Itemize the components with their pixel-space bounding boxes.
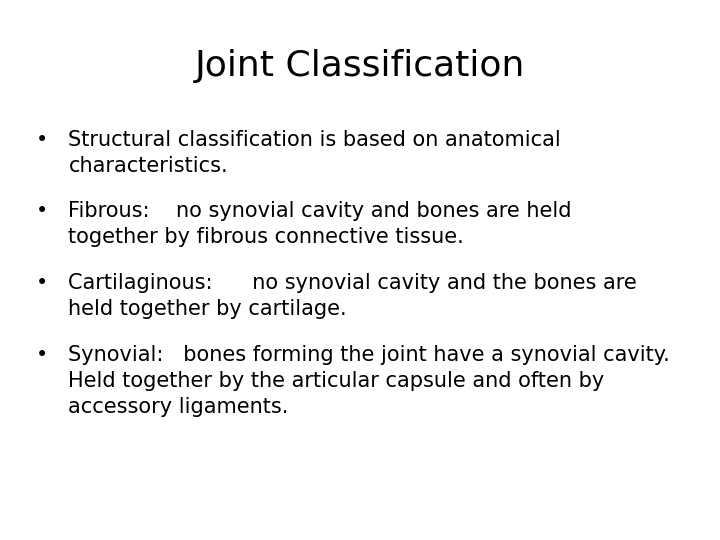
Text: Synovial:   bones forming the joint have a synovial cavity.: Synovial: bones forming the joint have a… bbox=[68, 345, 670, 365]
Text: Joint Classification: Joint Classification bbox=[195, 49, 525, 83]
Text: accessory ligaments.: accessory ligaments. bbox=[68, 397, 289, 417]
Text: held together by cartilage.: held together by cartilage. bbox=[68, 299, 347, 319]
Text: together by fibrous connective tissue.: together by fibrous connective tissue. bbox=[68, 227, 464, 247]
Text: Structural classification is based on anatomical: Structural classification is based on an… bbox=[68, 130, 561, 150]
Text: •: • bbox=[36, 345, 48, 365]
Text: Fibrous:    no synovial cavity and bones are held: Fibrous: no synovial cavity and bones ar… bbox=[68, 201, 572, 221]
Text: •: • bbox=[36, 130, 48, 150]
Text: characteristics.: characteristics. bbox=[68, 156, 228, 176]
Text: Cartilaginous:      no synovial cavity and the bones are: Cartilaginous: no synovial cavity and th… bbox=[68, 273, 637, 293]
Text: •: • bbox=[36, 273, 48, 293]
Text: Held together by the articular capsule and often by: Held together by the articular capsule a… bbox=[68, 371, 605, 391]
Text: •: • bbox=[36, 201, 48, 221]
